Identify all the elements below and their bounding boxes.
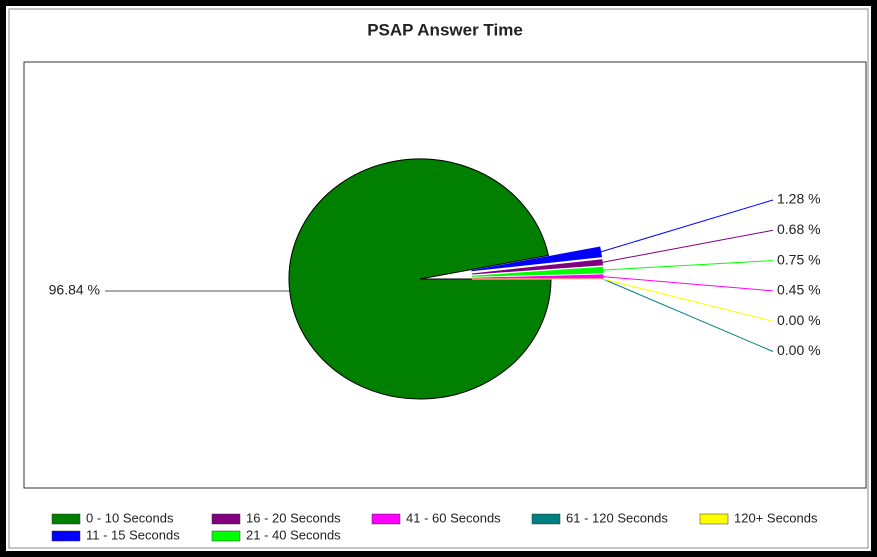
pie-slice [471,274,604,279]
plot-area [23,61,867,489]
data-label: 0.00 % [777,312,821,328]
legend-label: 41 - 60 Seconds [406,510,501,525]
data-label: 96.84 % [49,282,100,298]
data-label: 1.28 % [777,191,821,207]
leader-line [602,229,774,263]
leader-line [602,276,774,292]
legend-label: 11 - 15 Seconds [86,527,180,542]
leader-line [600,199,774,253]
legend-swatch [51,530,81,542]
data-label: 0.75 % [777,251,821,267]
legend-label: 16 - 20 Seconds [246,510,341,525]
leader-line [602,260,774,271]
legend-label: 21 - 40 Seconds [246,527,341,542]
legend-swatch [531,513,561,525]
legend-swatch [211,530,241,542]
chart-title: PSAP Answer Time [367,20,523,39]
leader-line [602,278,774,322]
leader-line [602,278,774,352]
pie-slice [288,158,552,400]
inner-frame [8,8,869,549]
data-label: 0.68 % [777,221,821,237]
legend-label: 120+ Seconds [734,510,818,525]
legend-swatch [371,513,401,525]
legend-swatch [211,513,241,525]
legend-swatch [699,513,729,525]
legend-label: 61 - 120 Seconds [566,510,668,525]
data-label: 0.00 % [777,342,821,358]
legend-swatch [51,513,81,525]
data-label: 0.45 % [777,282,821,298]
legend-label: 0 - 10 Seconds [86,510,174,525]
